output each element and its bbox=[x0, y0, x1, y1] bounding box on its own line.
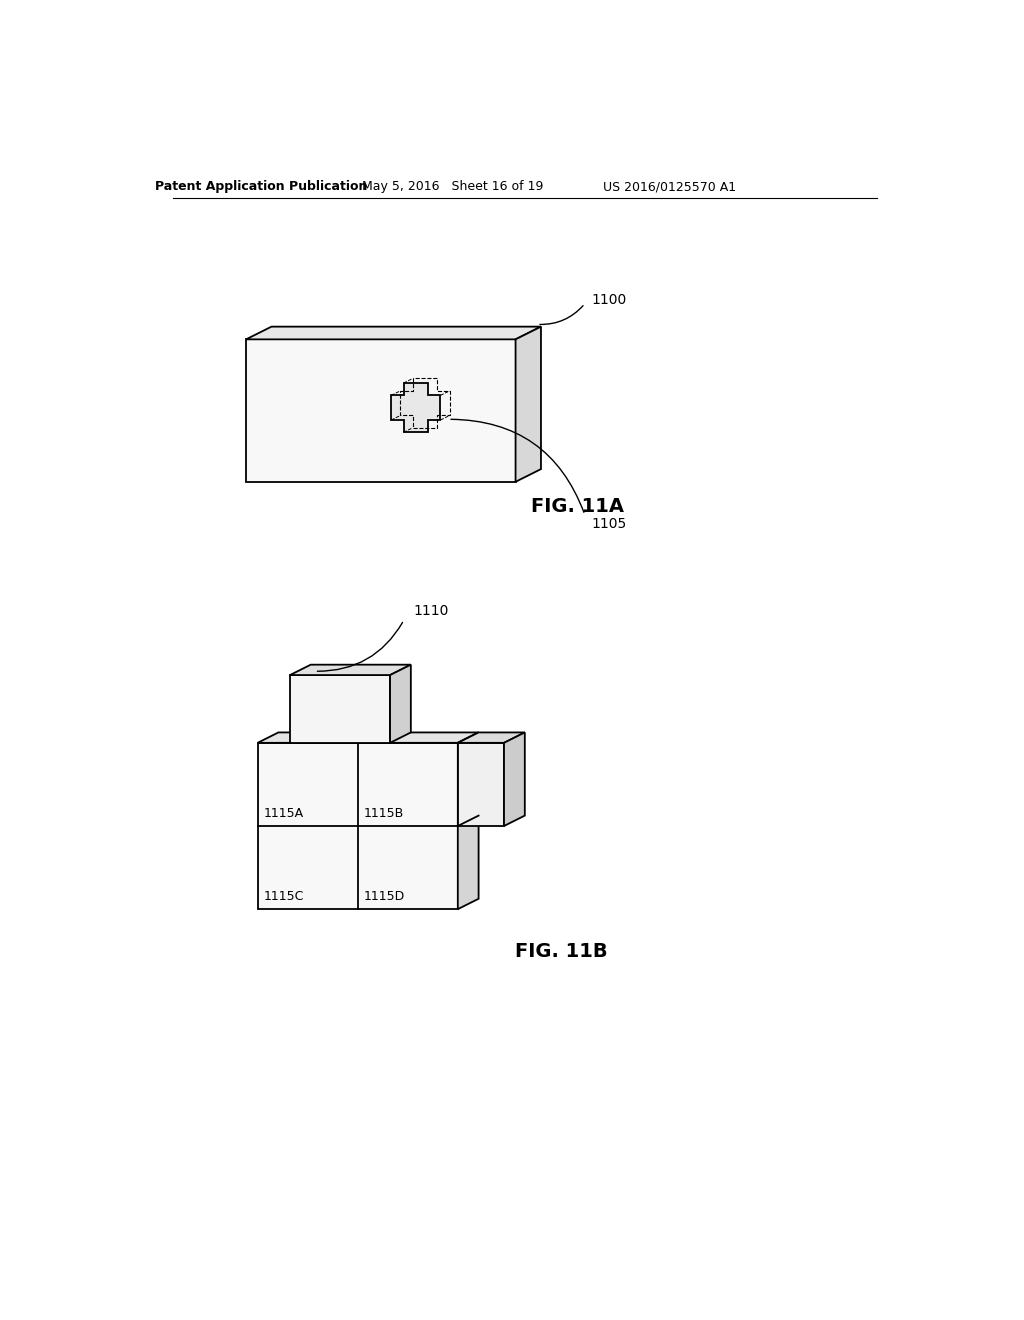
Text: 1115B: 1115B bbox=[364, 807, 404, 820]
Polygon shape bbox=[390, 665, 411, 743]
Text: US 2016/0125570 A1: US 2016/0125570 A1 bbox=[603, 181, 736, 194]
Text: 1115D: 1115D bbox=[364, 890, 406, 903]
Text: 1115C: 1115C bbox=[264, 890, 304, 903]
Polygon shape bbox=[290, 665, 411, 675]
Text: Patent Application Publication: Patent Application Publication bbox=[156, 181, 368, 194]
Text: May 5, 2016   Sheet 16 of 19: May 5, 2016 Sheet 16 of 19 bbox=[361, 181, 543, 194]
Polygon shape bbox=[290, 675, 390, 743]
Text: FIG. 11A: FIG. 11A bbox=[530, 496, 624, 516]
Polygon shape bbox=[458, 743, 504, 826]
Polygon shape bbox=[246, 326, 541, 339]
Polygon shape bbox=[458, 733, 524, 743]
Text: 1105: 1105 bbox=[591, 517, 627, 531]
Polygon shape bbox=[391, 383, 440, 433]
Polygon shape bbox=[258, 733, 478, 743]
Polygon shape bbox=[458, 733, 478, 909]
Text: 1115A: 1115A bbox=[264, 807, 304, 820]
Polygon shape bbox=[504, 733, 524, 826]
Text: 1110: 1110 bbox=[413, 603, 449, 618]
Polygon shape bbox=[258, 743, 458, 909]
Polygon shape bbox=[515, 326, 541, 482]
Text: FIG. 11B: FIG. 11B bbox=[515, 942, 608, 961]
Polygon shape bbox=[246, 339, 515, 482]
Text: 1100: 1100 bbox=[591, 293, 627, 306]
